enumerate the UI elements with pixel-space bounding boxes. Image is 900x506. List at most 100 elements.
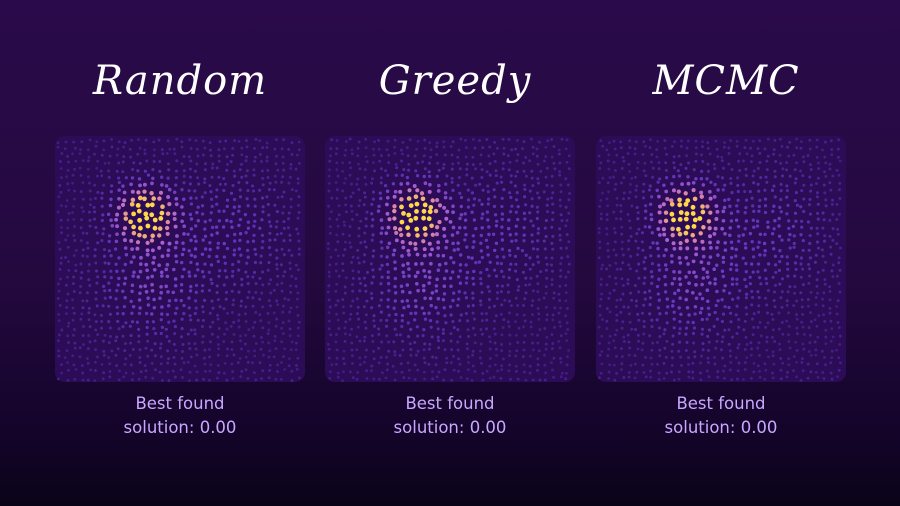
- field-dot: [673, 140, 676, 143]
- field-dot: [351, 283, 354, 286]
- field-dot: [707, 147, 710, 150]
- field-dot: [816, 362, 819, 365]
- field-dot: [645, 375, 648, 378]
- heatmap-field: [55, 136, 305, 382]
- field-dot: [268, 299, 271, 302]
- field-dot: [802, 184, 805, 187]
- field-dot: [57, 349, 60, 352]
- field-dot: [458, 149, 461, 152]
- field-dot: [802, 348, 805, 351]
- field-dot: [678, 320, 681, 323]
- field-dot: [239, 168, 242, 171]
- field-dot: [335, 333, 338, 336]
- field-dot: [336, 348, 339, 351]
- field-dot: [780, 238, 783, 241]
- field-dot: [539, 270, 542, 273]
- field-dot: [247, 221, 250, 224]
- field-dot: [622, 254, 625, 257]
- field-dot: [180, 188, 183, 191]
- field-dot: [196, 148, 199, 151]
- field-dot: [399, 205, 404, 210]
- field-dot: [466, 319, 469, 322]
- field-dot: [657, 254, 660, 257]
- field-dot: [252, 305, 255, 308]
- field-dot: [523, 212, 526, 215]
- field-dot: [386, 212, 390, 216]
- field-dot: [401, 340, 404, 343]
- field-dot: [821, 248, 824, 251]
- field-dot: [662, 202, 666, 206]
- field-dot: [471, 246, 474, 249]
- field-dot: [465, 156, 468, 159]
- field-dot: [494, 160, 497, 163]
- field-dot: [240, 278, 243, 281]
- field-dot: [722, 313, 725, 316]
- field-dot: [413, 318, 416, 321]
- field-dot: [159, 191, 163, 195]
- field-dot: [706, 275, 710, 279]
- field-dot: [502, 167, 505, 170]
- field-dot: [180, 219, 184, 223]
- field-dot: [810, 291, 813, 294]
- field-dot: [749, 276, 752, 279]
- dot-heatmap: [596, 136, 846, 382]
- field-dot: [93, 153, 96, 156]
- field-dot: [598, 240, 601, 243]
- field-dot: [437, 220, 441, 224]
- field-dot: [385, 148, 388, 151]
- field-dot: [559, 346, 562, 349]
- field-dot: [816, 241, 819, 244]
- field-dot: [132, 255, 136, 259]
- field-dot: [219, 183, 222, 186]
- field-dot: [536, 177, 539, 180]
- field-dot: [67, 260, 70, 263]
- field-dot: [357, 147, 360, 150]
- field-dot: [102, 371, 105, 374]
- field-dot: [807, 154, 810, 157]
- field-dot: [480, 217, 483, 220]
- field-dot: [752, 175, 755, 178]
- field-dot: [456, 304, 459, 307]
- field-dot: [116, 312, 119, 315]
- field-dot: [822, 269, 825, 272]
- field-dot: [630, 364, 633, 367]
- field-dot: [795, 313, 798, 316]
- field-dot: [810, 184, 813, 187]
- field-dot: [188, 189, 191, 192]
- field-dot: [328, 263, 331, 266]
- field-dot: [58, 184, 61, 187]
- field-dot: [131, 212, 136, 217]
- field-dot: [815, 371, 818, 374]
- field-dot: [781, 362, 784, 365]
- field-dot: [204, 191, 207, 194]
- field-dot: [713, 356, 716, 359]
- field-dot: [466, 347, 469, 350]
- field-dot: [437, 336, 440, 339]
- field-dot: [800, 220, 803, 223]
- field-dot: [516, 153, 519, 156]
- field-dot: [94, 369, 97, 372]
- field-dot: [463, 238, 466, 241]
- field-dot: [328, 311, 331, 314]
- field-dot: [809, 163, 812, 166]
- field-dot: [598, 326, 601, 329]
- field-dot: [829, 320, 832, 323]
- field-dot: [821, 371, 824, 374]
- field-dot: [165, 226, 169, 230]
- field-dot: [823, 218, 826, 221]
- field-dot: [825, 204, 828, 207]
- field-dot: [643, 291, 646, 294]
- field-dot: [823, 278, 826, 281]
- field-dot: [528, 256, 531, 259]
- field-dot: [335, 161, 338, 164]
- field-dot: [629, 292, 632, 295]
- field-dot: [838, 343, 841, 346]
- field-dot: [226, 354, 229, 357]
- field-dot: [510, 240, 513, 243]
- field-dot: [204, 220, 207, 223]
- field-dot: [273, 289, 276, 292]
- field-dot: [290, 275, 293, 278]
- field-dot: [759, 233, 762, 236]
- field-dot: [244, 213, 247, 216]
- field-dot: [634, 284, 637, 287]
